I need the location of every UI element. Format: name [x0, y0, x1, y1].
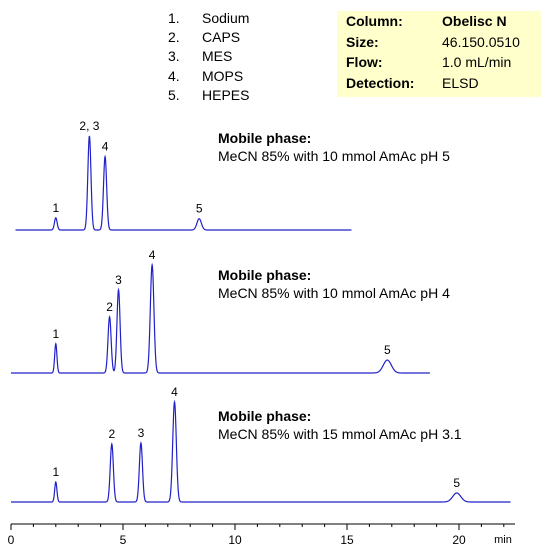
- legend-item: 5. HEPES: [168, 86, 249, 105]
- legend-number: 4.: [168, 67, 180, 84]
- mobile-phase-label-1: Mobile phase: MeCN 85% with 10 mmol AmAc…: [218, 129, 450, 165]
- mobile-phase-title: Mobile phase:: [218, 267, 312, 283]
- x-tick-label: 0: [8, 533, 15, 547]
- info-value: Obelisc N: [442, 13, 507, 29]
- peak-label: 2: [106, 300, 113, 314]
- legend-name: MOPS: [202, 67, 244, 84]
- legend-name: Sodium: [202, 10, 250, 26]
- info-row-detection: Detection: ELSD: [337, 73, 541, 94]
- peak-label: 3: [115, 273, 122, 287]
- chromatogram-trace-1: [15, 135, 352, 231]
- column-info-box: Column: Obelisc N Size: 46.150.0510 Flow: 1…: [337, 11, 541, 97]
- info-value: ELSD: [442, 74, 479, 91]
- peak-label: 1: [52, 465, 59, 479]
- mobile-phase-text: MeCN 85% with 10 mmol AmAc pH 5: [218, 148, 450, 164]
- mobile-phase-title: Mobile phase:: [218, 130, 312, 146]
- info-key: Detection:: [346, 74, 415, 91]
- legend-number: 1.: [168, 10, 180, 26]
- x-tick-label: 5: [120, 533, 127, 547]
- mobile-phase-title: Mobile phase:: [218, 408, 312, 424]
- legend-name: HEPES: [202, 86, 250, 103]
- x-tick-label: 10: [228, 533, 242, 547]
- x-tick-label: 20: [452, 533, 466, 547]
- info-row-size: Size: 46.150.0510: [337, 32, 541, 53]
- info-key: Column:: [346, 13, 403, 29]
- peak-label: 4: [149, 248, 156, 262]
- info-key: Size:: [346, 33, 379, 50]
- x-tick-label: 15: [340, 533, 354, 547]
- peak-label: 4: [102, 140, 109, 154]
- peak-label: 4: [171, 385, 178, 399]
- legend-name: MES: [202, 48, 233, 65]
- mobile-phase-label-2: Mobile phase: MeCN 85% with 10 mmol AmAc…: [218, 266, 450, 302]
- legend-name: CAPS: [202, 29, 241, 46]
- info-key: Flow:: [346, 54, 383, 70]
- peak-label: 2: [108, 427, 115, 441]
- legend-number: 5.: [168, 86, 180, 103]
- peak-label: 5: [384, 343, 391, 357]
- legend-number: 3.: [168, 48, 180, 65]
- chromatogram-trace-2: [11, 262, 430, 374]
- info-value: 46.150.0510: [442, 33, 520, 50]
- x-axis-label: min: [494, 534, 512, 546]
- peak-label: 5: [196, 202, 203, 216]
- chromatogram-trace-3: [11, 399, 511, 503]
- legend-item: 3. MES: [168, 47, 249, 66]
- peak-label: 3: [138, 426, 145, 440]
- info-row-flow: Flow: 1.0 mL/min: [337, 52, 541, 73]
- legend-item: 2. CAPS: [168, 28, 249, 47]
- mobile-phase-text: MeCN 85% with 15 mmol AmAc pH 3.1: [218, 426, 462, 442]
- peak-label: 2, 3: [79, 119, 99, 133]
- legend-item: 4. MOPS: [168, 67, 249, 86]
- info-value: 1.0 mL/min: [442, 54, 512, 70]
- peak-label: 1: [52, 201, 59, 215]
- mobile-phase-label-3: Mobile phase: MeCN 85% with 15 mmol AmAc…: [218, 407, 462, 443]
- info-row-column: Column: Obelisc N: [337, 11, 541, 32]
- peak-label: 5: [453, 476, 460, 490]
- compound-legend: 1. Sodium 2. CAPS 3. MES 4. MOPS 5. HEPES: [168, 9, 249, 105]
- peak-label: 1: [52, 327, 59, 341]
- legend-item: 1. Sodium: [168, 9, 249, 28]
- mobile-phase-text: MeCN 85% with 10 mmol AmAc pH 4: [218, 285, 450, 301]
- legend-number: 2.: [168, 29, 180, 46]
